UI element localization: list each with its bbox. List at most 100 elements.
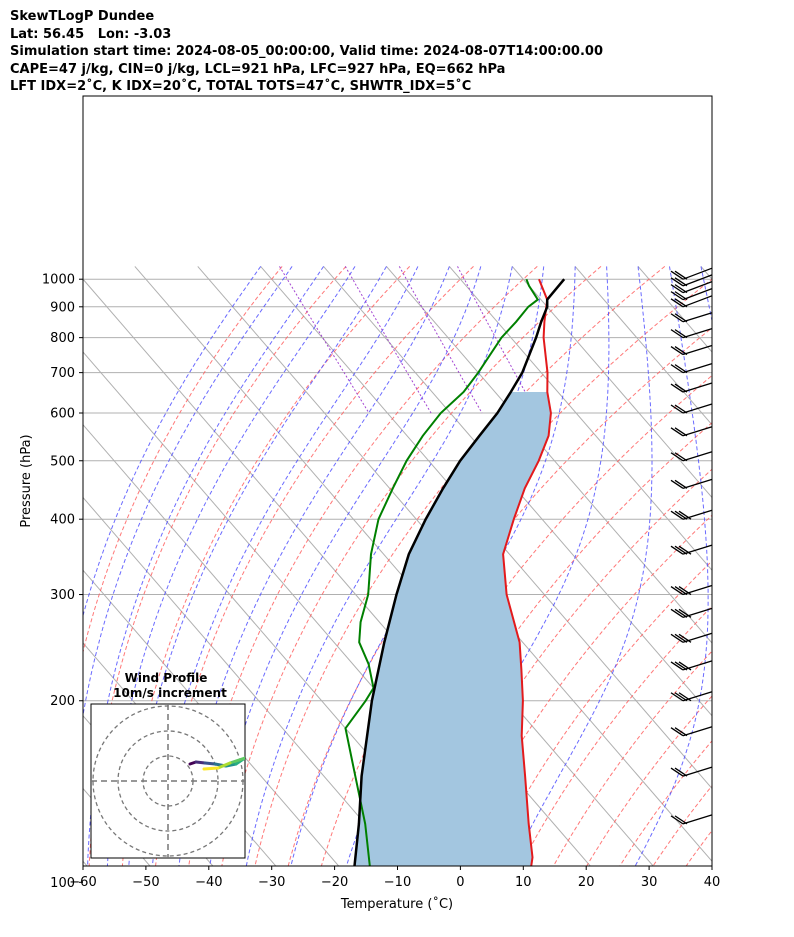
barb-flag xyxy=(670,586,684,596)
barb-flag xyxy=(674,291,688,301)
barb-flag xyxy=(670,427,684,437)
moist-adiabat-line xyxy=(83,266,293,718)
wind-barb xyxy=(670,451,713,462)
barb-flag xyxy=(674,692,688,702)
moist-adiabat-line xyxy=(209,266,482,866)
wind-barb xyxy=(670,363,713,374)
wind-barb xyxy=(670,328,713,339)
barb-flag xyxy=(678,633,692,643)
barb-staff xyxy=(682,426,713,437)
hodograph-segment xyxy=(228,756,245,765)
x-tick-label: −10 xyxy=(384,875,411,890)
wind-barb xyxy=(670,544,713,555)
barb-staff xyxy=(682,451,713,462)
hodograph-ring xyxy=(117,730,219,832)
wind-barb xyxy=(670,281,713,294)
barb-flag xyxy=(674,329,688,339)
inset-subtitle: 10m/s increment xyxy=(113,686,227,700)
wind-barbs xyxy=(670,267,713,825)
barb-flag xyxy=(670,277,684,287)
parcel-line xyxy=(353,278,566,866)
barb-flag xyxy=(670,313,684,323)
y-tick-label: 900 xyxy=(50,300,75,315)
moist-adiabat-line xyxy=(83,266,262,618)
barb-flag xyxy=(670,608,684,618)
barb-flag xyxy=(678,692,692,702)
barb-flag xyxy=(678,510,692,520)
wind-barb xyxy=(670,509,713,520)
barb-staff xyxy=(682,509,713,520)
y-tick-label: 700 xyxy=(50,366,75,381)
wind-barb xyxy=(670,478,713,489)
moist-adiabat-line xyxy=(510,266,653,866)
location-text: Lat: 56.45 Lon: -3.03 xyxy=(10,26,172,42)
time-text: Simulation start time: 2024-08-05_00:00:… xyxy=(10,44,603,59)
wind-barb xyxy=(670,267,713,280)
barb-flag xyxy=(670,383,684,393)
barb-staff xyxy=(682,274,713,287)
x-tick-label: 30 xyxy=(641,875,658,890)
x-tick-label: −20 xyxy=(321,875,348,890)
hodograph-segment xyxy=(194,760,207,765)
barb-staff xyxy=(682,363,713,374)
y-axis-label: Pressure (hPa) xyxy=(19,434,34,527)
dry-adiabat-line xyxy=(740,266,794,882)
moist-adiabat-line xyxy=(151,266,419,866)
y-tick-label: 800 xyxy=(50,331,75,346)
barb-flag xyxy=(674,277,688,287)
barb-flag xyxy=(670,633,684,643)
moist-adiabat-line xyxy=(106,266,356,866)
x-tick-label: −40 xyxy=(195,875,222,890)
chart-header: SkewTLogP Dundee Lat: 56.45 Lon: -3.03 S… xyxy=(10,8,603,96)
barb-flag xyxy=(670,364,684,374)
moist-adiabat-line xyxy=(245,266,513,866)
moist-adiabat-line xyxy=(178,266,450,866)
moist-adiabat-line xyxy=(700,266,712,323)
dewpoint-line xyxy=(344,278,540,866)
mixing-ratio-line xyxy=(398,266,483,414)
isotherm-line xyxy=(323,266,712,717)
barb-staff xyxy=(682,660,713,671)
barb-flag xyxy=(670,329,684,339)
barb-staff xyxy=(682,478,713,489)
profile-lines xyxy=(344,278,566,866)
barb-flag xyxy=(674,510,688,520)
barb-flag xyxy=(674,545,688,555)
wind-barb xyxy=(670,403,713,414)
temperature-line xyxy=(502,278,552,866)
barb-flag xyxy=(670,767,684,777)
wind-profile-inset: Wind Profile 10m/s increment xyxy=(90,671,246,859)
barb-flag xyxy=(670,510,684,520)
dry-adiabat-line xyxy=(707,266,794,882)
barb-staff xyxy=(682,267,713,280)
cape-fill xyxy=(354,392,551,866)
barb-flag xyxy=(674,608,688,618)
isotherm-line xyxy=(83,496,403,866)
barb-flag xyxy=(670,815,684,825)
barb-flag xyxy=(670,284,684,294)
barb-flag xyxy=(674,661,688,671)
barb-flag xyxy=(674,633,688,643)
barb-flag xyxy=(670,404,684,414)
x-tick-label: 0 xyxy=(456,875,464,890)
x-tick-label: −30 xyxy=(258,875,285,890)
dry-adiabat-line xyxy=(453,514,712,866)
wind-barb xyxy=(670,274,713,287)
wind-barb xyxy=(670,766,713,777)
y-tick-label: 600 xyxy=(50,406,75,421)
hodograph-segment xyxy=(202,766,220,771)
cape-area xyxy=(354,392,551,866)
wind-barb xyxy=(670,726,713,737)
dry-adiabat-line xyxy=(685,829,712,866)
barb-flag xyxy=(674,298,688,308)
barb-flag xyxy=(674,313,688,323)
moist-adiabat-line xyxy=(417,266,610,866)
barb-flag xyxy=(674,404,688,414)
barb-flag xyxy=(670,346,684,356)
indices-line-1: CAPE=47 j/kg, CIN=0 j/kg, LCL=921 hPa, L… xyxy=(10,61,506,77)
wind-barb xyxy=(670,344,713,356)
isotherm-line xyxy=(700,266,712,280)
wind-barb xyxy=(670,312,713,323)
indices-line-2: LFT IDX=2˚C, K IDX=20˚C, TOTAL TOTS=47˚C… xyxy=(10,79,472,94)
axes: −60 −50 −40 −30 −20 −10 0 10 20 30 401000900800700… xyxy=(42,273,720,891)
